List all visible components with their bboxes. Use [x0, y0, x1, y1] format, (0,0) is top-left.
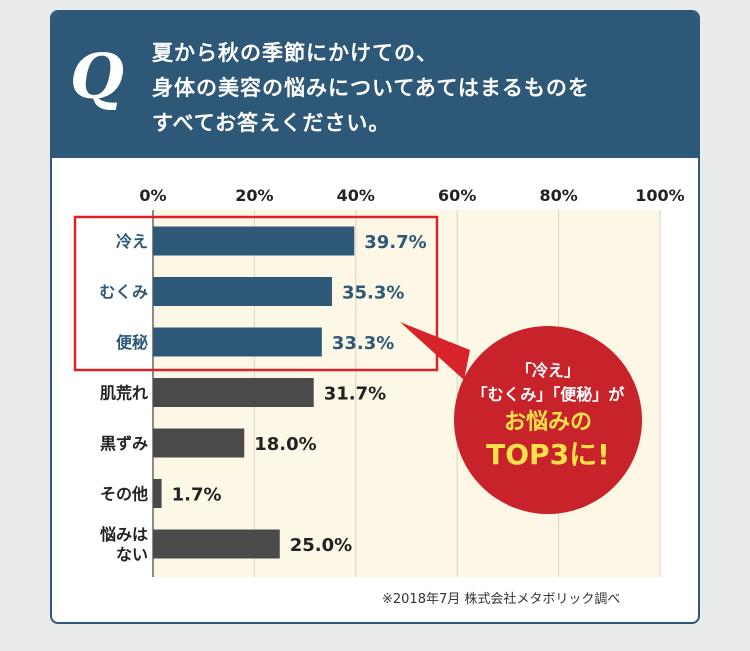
- question-text: 夏から秋の季節にかけての、 身体の美容の悩みについてあてはまるものを すべてお答…: [152, 36, 590, 141]
- callout-line: お悩みの: [503, 410, 592, 435]
- callout-text: 「冷え」 「むくみ」「便秘」が お悩みの TOP3に!: [454, 360, 642, 472]
- callout-line: TOP3に!: [486, 438, 610, 471]
- question-line: 身体の美容の悩みについてあてはまるものを: [152, 76, 590, 100]
- question-line: すべてお答えください。: [152, 111, 391, 135]
- question-line: 夏から秋の季節にかけての、: [152, 41, 438, 65]
- callout-line: 「冷え」: [515, 361, 580, 380]
- callout-bubble: [454, 326, 642, 514]
- survey-card: Q 夏から秋の季節にかけての、 身体の美容の悩みについてあてはまるものを すべて…: [50, 10, 700, 624]
- question-header: Q 夏から秋の季節にかけての、 身体の美容の悩みについてあてはまるものを すべて…: [52, 12, 698, 158]
- callout-line: 「むくみ」「便秘」が: [471, 385, 625, 404]
- q-mark: Q: [70, 40, 125, 113]
- source-footnote: ※2018年7月 株式会社メタボリック調べ: [382, 592, 621, 607]
